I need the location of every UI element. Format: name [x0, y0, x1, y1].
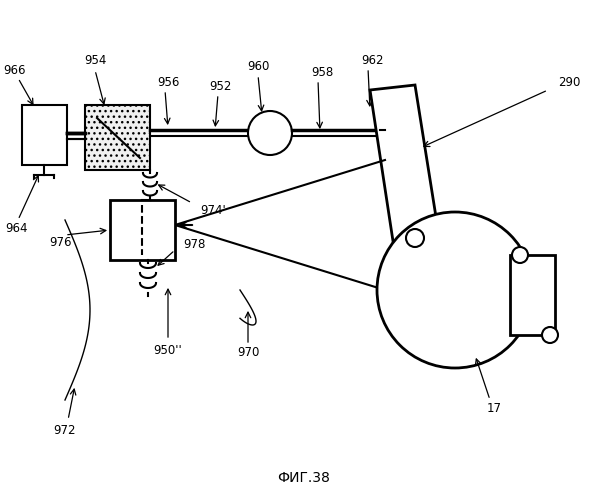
Circle shape — [377, 212, 533, 368]
Text: 952: 952 — [209, 80, 231, 92]
Text: 974': 974' — [200, 204, 226, 216]
Polygon shape — [370, 85, 450, 320]
Circle shape — [406, 229, 424, 247]
Text: 950'': 950'' — [154, 344, 182, 356]
Bar — [85, 105, 150, 170]
Text: 958: 958 — [311, 66, 333, 78]
Circle shape — [542, 327, 558, 343]
Bar — [110, 200, 175, 260]
Text: 970: 970 — [237, 346, 259, 360]
Circle shape — [512, 247, 528, 263]
Text: 960: 960 — [247, 60, 269, 74]
Text: 954: 954 — [84, 54, 106, 66]
Bar — [510, 255, 555, 335]
Text: 964: 964 — [5, 222, 27, 234]
Text: ФИГ.38: ФИГ.38 — [278, 471, 330, 485]
Text: 962: 962 — [362, 54, 384, 66]
Bar — [22, 105, 67, 165]
Text: 972: 972 — [54, 424, 76, 436]
Text: 976: 976 — [49, 236, 71, 248]
Text: 17: 17 — [486, 402, 502, 414]
Text: 966: 966 — [4, 64, 26, 76]
Circle shape — [248, 111, 292, 155]
Text: 956: 956 — [157, 76, 179, 88]
Text: 978: 978 — [183, 238, 206, 252]
Text: 290: 290 — [558, 76, 581, 90]
